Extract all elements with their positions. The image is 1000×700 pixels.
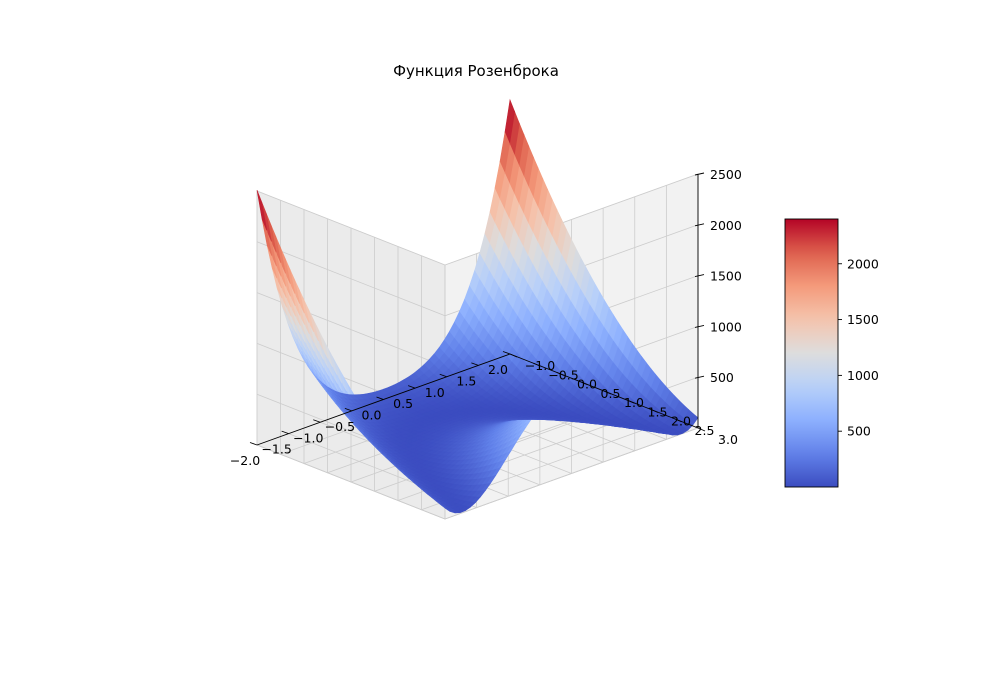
y-tick-label: 0.5 [601,386,621,401]
x-tick-mark [344,407,353,412]
y-tick-mark [580,381,588,386]
y-tick-label: −1.0 [525,358,555,373]
z-tick-mark [694,223,705,227]
surface-patch [256,189,268,231]
grid-line-z [256,241,446,317]
y-tick-mark [556,372,565,376]
colorbar-tick-label: 2000 [847,256,879,271]
x-tick-mark [471,362,479,366]
x-tick-mark [313,419,321,423]
y-tick-mark [697,427,706,432]
colorbar-gradient [784,218,839,488]
y-tick-mark [627,399,635,404]
z-tick-mark [694,274,705,278]
z-tick-label: 2500 [710,167,742,182]
z-tick-label: 1500 [710,269,742,284]
x-tick-label: 0.0 [362,408,382,423]
y-tick-mark [674,418,682,423]
z-tick-mark [694,324,705,328]
z-tick-label: 1000 [710,319,742,334]
x-tick-label: 1.5 [456,373,476,388]
z-tick-mark [694,375,705,379]
y-tick-label: 1.0 [624,395,644,410]
z-tick-label: 2000 [710,218,742,233]
y-tick-label: 0.0 [577,377,597,392]
grid-line-z [256,190,446,266]
axes: −2.0−1.5−1.0−0.50.00.51.01.52.0 −1.0−0.50… [230,167,742,468]
x-tick-label: 1.0 [425,385,445,400]
y-tick-mark [509,353,518,358]
x-tick-mark [502,351,511,355]
colorbar-tick-label: 500 [847,424,871,439]
z-tick-label: 500 [710,370,734,385]
grid-line-z [256,444,446,520]
x-tick-label: 0.5 [393,396,413,411]
y-tick-label: 2.0 [671,414,691,429]
x-tick-mark [407,385,416,389]
x-tick-mark [439,373,447,378]
x-tick-mark [249,442,258,446]
x-tick-label: −1.5 [261,442,291,457]
grid-line-z [444,427,699,520]
y-tick-label: −0.5 [548,367,578,382]
colorbar-tick-label: 1500 [847,312,879,327]
y-tick-label: 2.5 [695,423,715,438]
colorbar: 500 1000 1500 2000 [784,218,879,488]
colorbar-tick-label: 1000 [847,368,879,383]
y-tick-mark [533,362,541,367]
x-tick-label: 2.0 [488,362,508,377]
y-tick-mark [650,409,659,413]
x-tick-label: −0.5 [325,419,355,434]
chart-title: Функция Розенброка [393,62,559,80]
x-tick-label: −1.0 [293,430,323,445]
y-tick-label: 1.5 [648,404,668,419]
z-tick-mark [694,172,705,176]
y-tick-label: 3.0 [718,432,738,447]
x-tick-label: −2.0 [230,453,260,468]
y-tick-mark [603,390,612,395]
surface [256,98,699,514]
x-tick-mark [376,396,384,400]
x-tick-mark [281,430,289,435]
